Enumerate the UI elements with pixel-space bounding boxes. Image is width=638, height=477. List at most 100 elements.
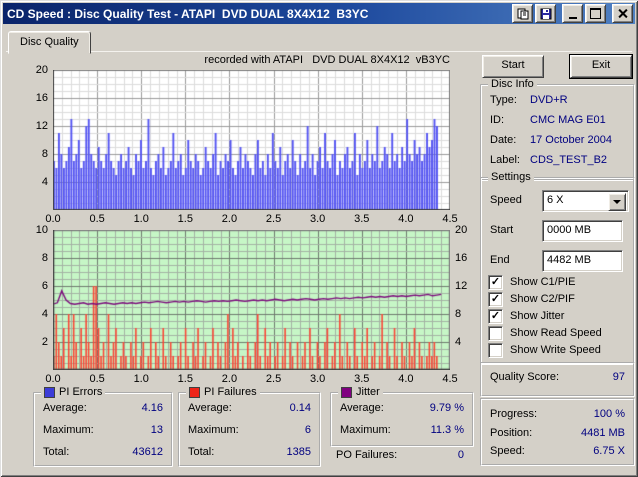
checkbox-show-write-speed[interactable]: Show Write Speed xyxy=(488,342,601,358)
pif-x-tick: 2.5 xyxy=(265,373,282,385)
pif-x-tick: 3.0 xyxy=(310,373,326,385)
progress-label: Progress: xyxy=(490,408,538,420)
title-bar: CD Speed : Disc Quality Test - ATAPI DVD… xyxy=(3,3,635,24)
disc-info-title: Disc Info xyxy=(488,78,537,90)
checkbox-show-read-speed[interactable]: Show Read Speed xyxy=(488,325,602,341)
disc-label-value: CDS_TEST_B2 xyxy=(530,154,608,166)
pie-y-tick: 20 xyxy=(35,64,48,76)
checkbox-label: Show C2/PIF xyxy=(510,293,575,305)
pif-x-tick: 3.5 xyxy=(354,373,370,385)
po-failures-value: 0 xyxy=(457,449,464,461)
tab-page-edge xyxy=(6,51,632,52)
pie-x-tick: 1.0 xyxy=(133,213,149,225)
pie-total-label: Total: xyxy=(43,446,70,458)
checkbox-show-c2pif[interactable]: Show C2/PIF xyxy=(488,291,575,307)
pif-maximum-value: 6 xyxy=(304,424,311,436)
pif-left-y-tick: 4 xyxy=(41,308,48,320)
pif-x-tick: 4.0 xyxy=(398,373,414,385)
pif-x-tick: 1.5 xyxy=(177,373,193,385)
pi-failures-swatch-icon xyxy=(189,386,200,398)
end-input[interactable]: 4482 MB xyxy=(542,250,623,272)
jitter-swatch-icon xyxy=(341,386,352,398)
pie-maximum-label: Maximum: xyxy=(43,424,94,436)
recorded-with-note: recorded with ATAPI DVD DUAL 8X4X12 vB3Y… xyxy=(204,54,450,66)
pie-x-tick: 3.0 xyxy=(310,213,326,225)
pif-left-y-tick: 8 xyxy=(41,252,48,264)
start-input[interactable]: 0000 MB xyxy=(542,220,623,242)
minimize-icon xyxy=(568,16,577,19)
quality-score-label: Quality Score: xyxy=(490,371,560,383)
tab-disc-quality[interactable]: Disc Quality xyxy=(8,31,91,54)
close-button[interactable] xyxy=(612,4,633,23)
checkbox-box[interactable] xyxy=(488,325,503,341)
pie-y-tick: 8 xyxy=(41,148,48,160)
exit-button[interactable]: Exit xyxy=(569,54,633,79)
start-button[interactable]: Start xyxy=(482,55,544,78)
pi-errors-title-text: PI Errors xyxy=(59,386,103,398)
speed-dropdown[interactable]: 6 X xyxy=(542,190,629,212)
jitter-right-y-tick: 8 xyxy=(455,308,462,320)
pif-total-label: Total: xyxy=(188,446,215,458)
jitter-maximum-value: 11.3 % xyxy=(430,424,464,436)
jitter-average-label: Average: xyxy=(340,402,384,414)
pif-average-label: Average: xyxy=(188,402,232,414)
pi-errors-legend: PI Errors Average: 4.16 Maximum: 13 Total:… xyxy=(33,386,173,467)
jitter-legend-title: Jitter xyxy=(338,386,383,398)
status-panel: Progress: 100 % Position: 4481 MB Speed: 6.… xyxy=(480,398,635,466)
checkbox-label: Show C1/PIE xyxy=(510,276,576,288)
pi-errors-swatch-icon xyxy=(44,386,55,398)
pif-x-tick: 4.5 xyxy=(442,373,458,385)
copy-report-button[interactable] xyxy=(512,4,533,23)
pif-x-tick: 1.0 xyxy=(133,373,149,385)
jitter-average-value: 9.79 % xyxy=(429,402,464,414)
disc-date-value: 17 October 2004 xyxy=(530,134,612,146)
maximize-button[interactable] xyxy=(585,4,606,23)
checkbox-show-c1pie[interactable]: Show C1/PIE xyxy=(488,274,576,290)
pie-average-value: 4.16 xyxy=(141,402,163,414)
pi-errors-chart xyxy=(53,70,450,210)
checkbox-box[interactable] xyxy=(488,291,503,307)
checkbox-box[interactable] xyxy=(488,308,503,324)
pie-x-tick: 0.0 xyxy=(45,213,61,225)
start-label: Start xyxy=(490,224,514,236)
speed-dropdown-button[interactable] xyxy=(608,193,626,211)
close-icon xyxy=(618,9,627,18)
checkbox-box[interactable] xyxy=(488,274,503,290)
minimize-button[interactable] xyxy=(562,4,583,23)
pif-average-value: 0.14 xyxy=(289,402,311,414)
pie-average-label: Average: xyxy=(43,402,87,414)
pie-x-tick: 2.0 xyxy=(221,213,238,225)
jitter-title-text: Jitter xyxy=(356,386,380,398)
disc-type-label: Type: xyxy=(490,94,517,106)
checkbox-box[interactable] xyxy=(488,342,503,358)
speed-status-label: Speed: xyxy=(490,445,525,457)
pif-total-value: 1385 xyxy=(286,446,311,458)
pi-failures-legend: PI Failures Average: 0.14 Maximum: 6 Total… xyxy=(178,386,321,467)
pi-errors-legend-title: PI Errors xyxy=(41,386,106,398)
disc-id-value: CMC MAG E01 xyxy=(530,114,606,126)
pi-failures-legend-title: PI Failures xyxy=(186,386,260,398)
disc-id-label: ID: xyxy=(490,114,505,126)
pie-total-value: 43612 xyxy=(132,446,163,458)
save-report-button[interactable] xyxy=(535,4,556,23)
disc-date-label: Date: xyxy=(490,134,517,146)
pie-y-tick: 16 xyxy=(35,92,48,104)
pif-x-tick: 2.0 xyxy=(221,373,238,385)
checkbox-label: Show Jitter xyxy=(510,310,565,322)
jitter-right-y-tick: 16 xyxy=(455,252,468,264)
disc-info-group: Disc Info Type: DVD+R ID: CMC MAG E01 Date… xyxy=(480,78,635,181)
checkbox-show-jitter[interactable]: Show Jitter xyxy=(488,308,565,324)
position-value: 4481 MB xyxy=(580,427,625,439)
pif-x-tick: 0.0 xyxy=(45,373,61,385)
window-title: CD Speed : Disc Quality Test - ATAPI DVD… xyxy=(7,6,369,21)
jitter-right-y-tick: 20 xyxy=(455,224,468,236)
pif-maximum-label: Maximum: xyxy=(188,424,239,436)
maximize-icon xyxy=(590,8,601,19)
pi-failures-jitter-chart xyxy=(53,230,450,370)
speed-label: Speed xyxy=(490,194,522,206)
end-label: End xyxy=(490,254,510,266)
pie-x-tick: 2.5 xyxy=(265,213,282,225)
checkbox-label: Show Read Speed xyxy=(510,327,602,339)
pie-y-tick: 12 xyxy=(35,120,48,132)
